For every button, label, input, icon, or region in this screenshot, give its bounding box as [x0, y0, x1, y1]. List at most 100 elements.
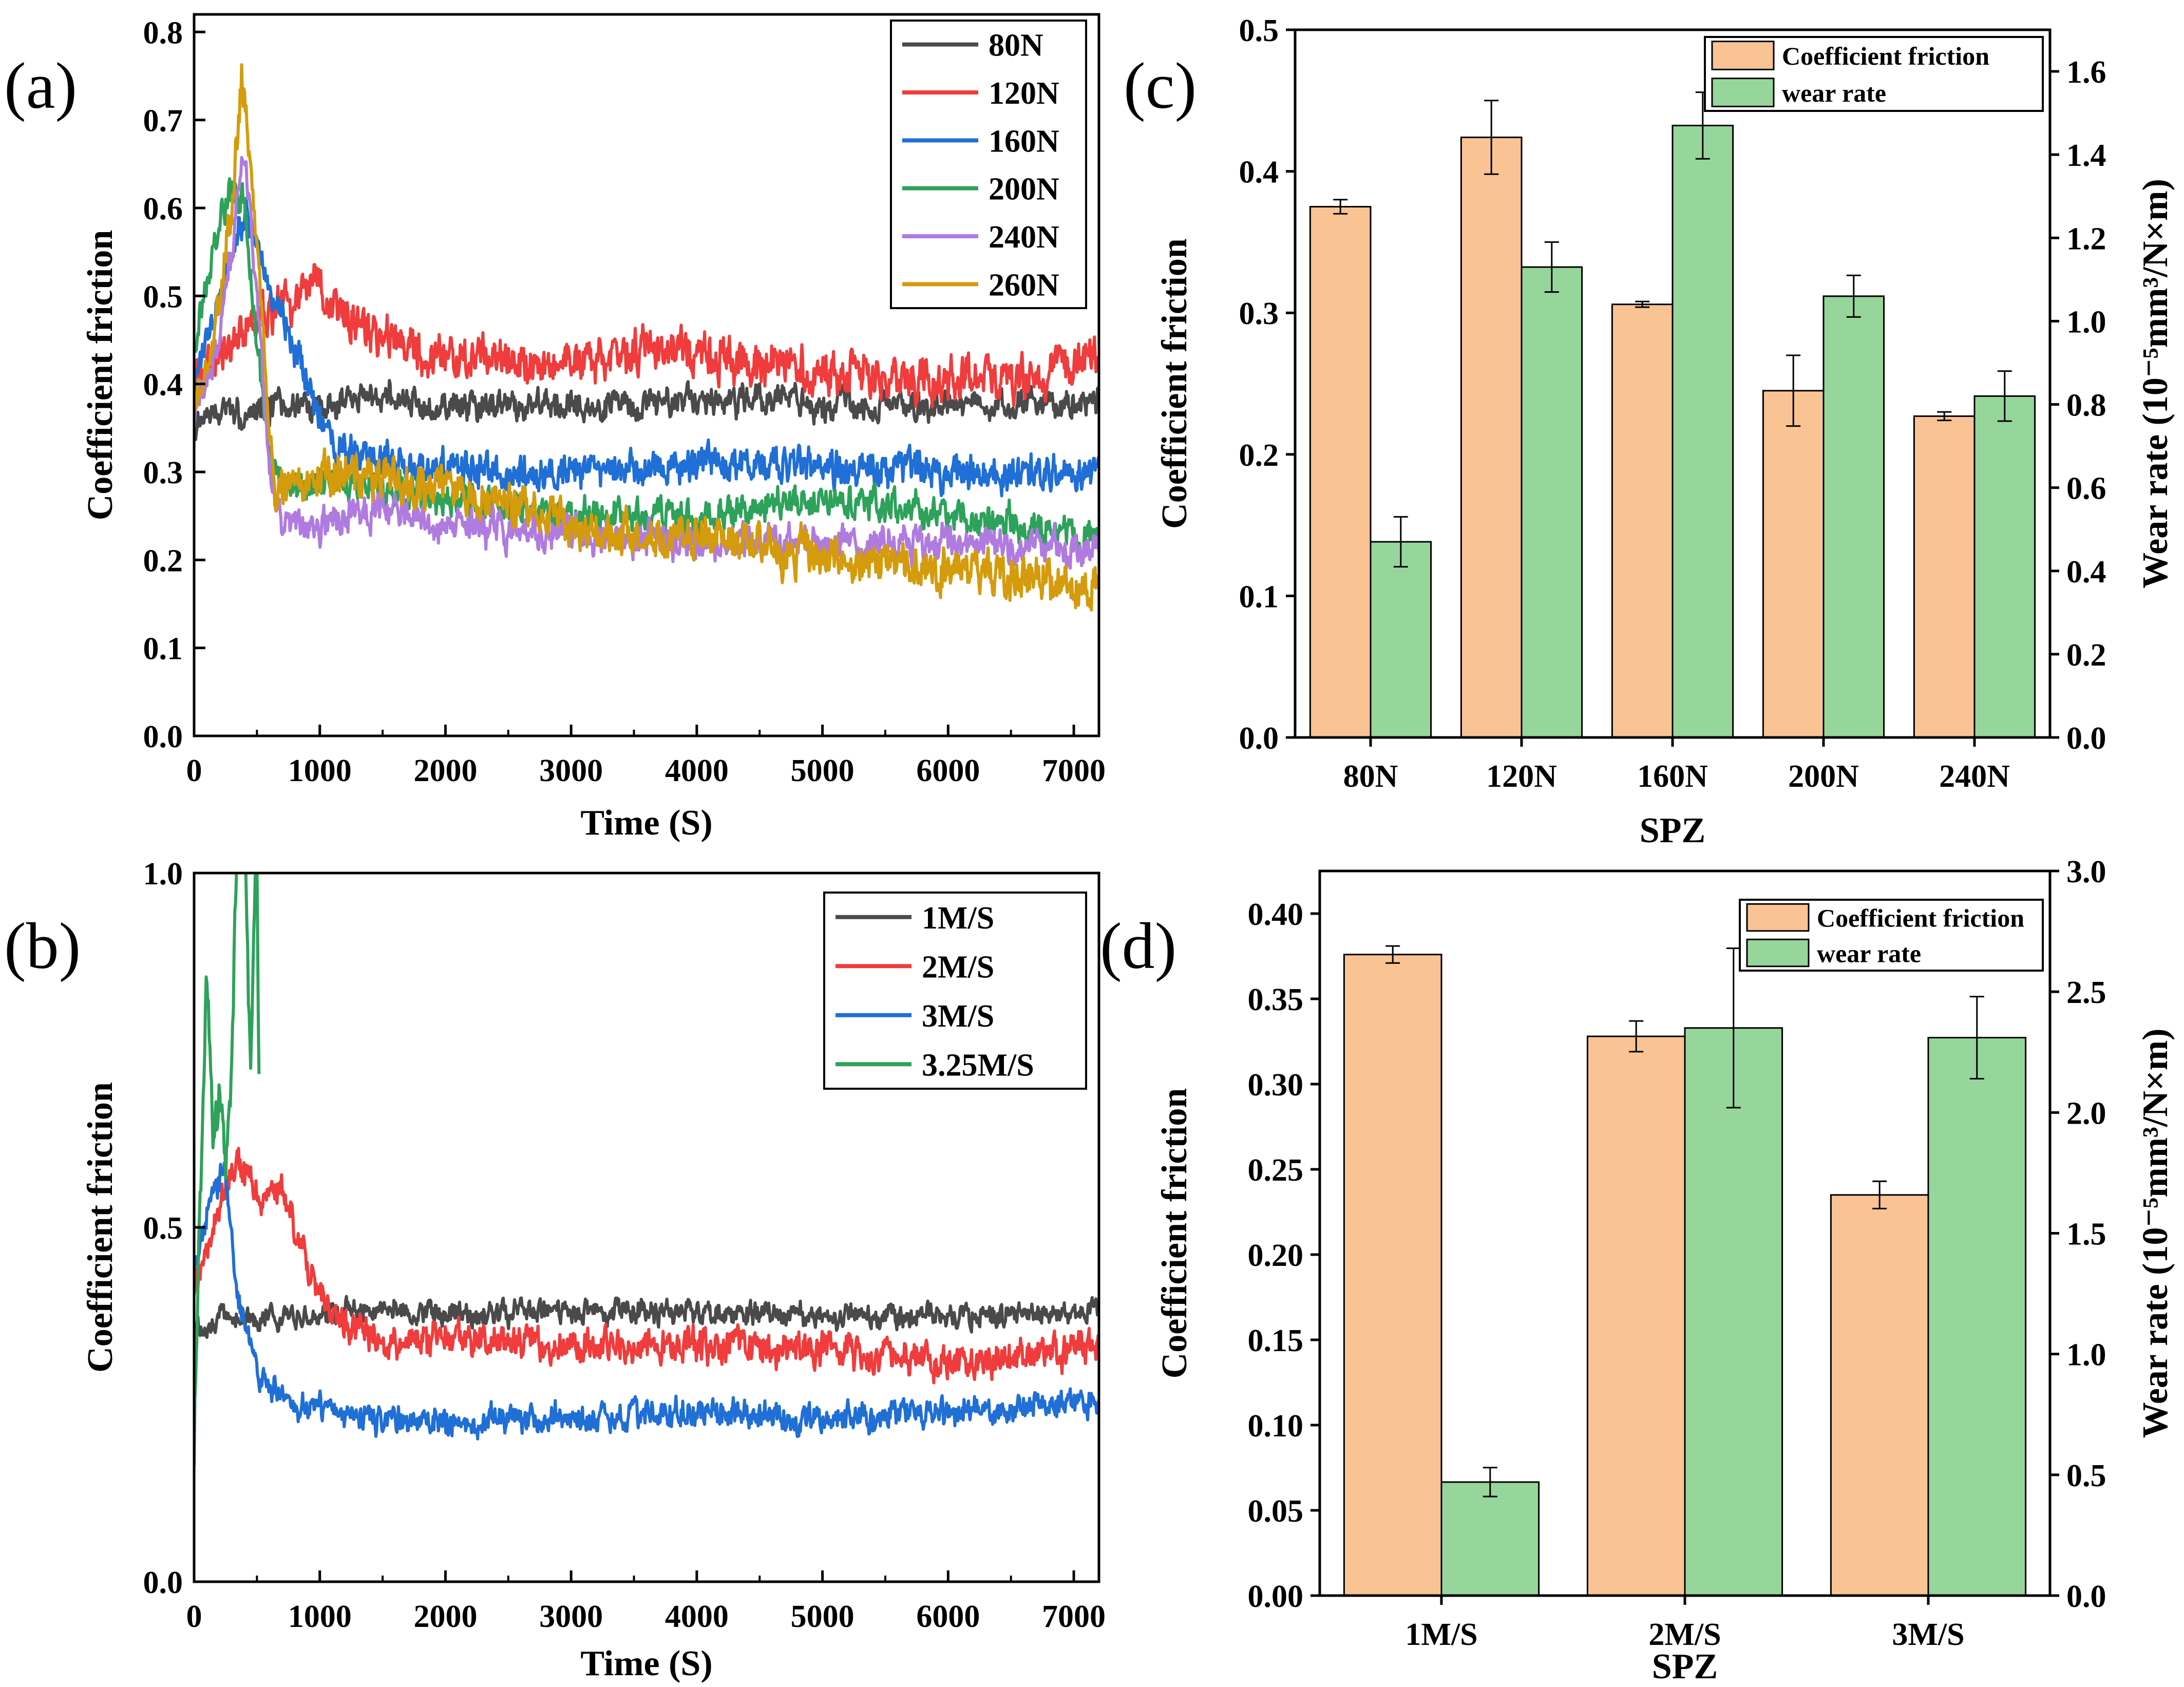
series-line-2m-s — [194, 1147, 1099, 1385]
y-tick-label: 0.6 — [143, 192, 183, 226]
legend-label: 3M/S — [922, 999, 994, 1034]
x-tick-label: 120N — [1486, 759, 1557, 794]
y2-tick-label: 3.0 — [2066, 855, 2106, 889]
series-group — [194, 873, 1099, 1466]
plot-frame — [193, 13, 1100, 737]
y-tick-label: 0.2 — [143, 543, 183, 578]
y-tick-label: 0.5 — [143, 279, 183, 314]
y-axis-title: Coefficient friction — [81, 1082, 120, 1373]
y-tick-label: 0.4 — [143, 368, 183, 403]
y-tick-label: 0.30 — [1248, 1068, 1304, 1103]
y2-tick-label: 0.0 — [2066, 1579, 2106, 1614]
legend-label: 1M/S — [922, 901, 994, 936]
y2-tick-label: 1.2 — [2066, 221, 2106, 256]
bar-wear-rate-240n — [1973, 395, 2036, 738]
bar-friction-1m-s — [1343, 954, 1442, 1597]
y-tick-label: 0.2 — [1239, 438, 1279, 473]
y-tick-label: 0.0 — [143, 719, 183, 754]
series-group — [194, 63, 1099, 612]
y2-tick-label: 1.6 — [2066, 55, 2106, 90]
panel-letter-a: (a) — [4, 49, 77, 122]
chart-panel-d: 1M/S 2M/S 3M/S 0.00 0.05 0.10 0.15 0.20 0.25 0.30… — [1155, 855, 2175, 1686]
y-tick-label: 0.20 — [1248, 1238, 1304, 1273]
legend-label: 160N — [989, 124, 1059, 159]
x-axis-title: SPZ — [1640, 811, 1705, 850]
x-tick-label: 1000 — [288, 753, 352, 788]
bar-wear-rate-200n — [1822, 295, 1885, 738]
legend-label: 240N — [989, 220, 1059, 255]
legend: Coefficient friction wear rate — [1739, 899, 2044, 972]
y-tick-label: 1.0 — [143, 857, 183, 892]
y2-tick-label: 1.0 — [2066, 305, 2106, 339]
x-axis-title: SPZ — [1652, 1647, 1718, 1686]
legend-swatch — [1746, 903, 1810, 932]
y-tick-label: 0.15 — [1248, 1323, 1304, 1358]
legend-label: 2M/S — [922, 950, 994, 984]
y-axis-title: Coefficient friction — [81, 230, 120, 521]
x-tick-label: 160N — [1637, 759, 1708, 794]
panel-letter-c: (c) — [1124, 49, 1197, 122]
x-tick-label: 3000 — [539, 753, 603, 788]
panel-letter-b: (b) — [4, 909, 81, 982]
chart-panel-b: 0 1000 2000 3000 4000 5000 6000 7000 0.0 0.5 1.0 Ti… — [81, 857, 1106, 1683]
legend: 1M/S 2M/S 3M/S 3.25M/S — [823, 892, 1087, 1090]
legend-box — [823, 892, 1087, 1090]
legend-label: 260N — [989, 268, 1059, 302]
y-tick-label: 0.35 — [1248, 982, 1304, 1017]
series-line-120n — [194, 263, 1099, 408]
bar-wear-rate-80n — [1370, 541, 1432, 738]
y-tick-label: 0.00 — [1248, 1579, 1304, 1614]
bar-friction-160n — [1611, 304, 1674, 738]
legend-label: 3.25M/S — [922, 1048, 1034, 1083]
chart-panel-c: 80N 120N 160N 200N 240N 0.0 0.1 0.2 0.3 0.4 0.5 0.0… — [1155, 13, 2175, 850]
legend: 80N 120N 160N 200N 240N 260N — [890, 20, 1087, 309]
x-tick-label: 240N — [1939, 759, 2010, 794]
x-tick-label: 1M/S — [1405, 1617, 1477, 1652]
bar-friction-200n — [1762, 390, 1825, 738]
x-tick-label: 4000 — [665, 753, 729, 788]
bar-wear-rate-120n — [1521, 266, 1583, 738]
y-tick-label: 0.40 — [1248, 897, 1304, 932]
y2-tick-label: 0.4 — [2066, 555, 2106, 590]
y2-tick-label: 0.2 — [2066, 638, 2106, 673]
x-tick-label: 0 — [186, 753, 202, 788]
series-line-260n — [194, 63, 1099, 612]
bar-friction-2m-s — [1586, 1035, 1686, 1597]
legend-swatch — [1711, 78, 1775, 107]
series-line-240n — [194, 156, 1099, 570]
bar-friction-3m-s — [1830, 1194, 1929, 1597]
y2-tick-label: 2.5 — [2066, 975, 2106, 1010]
x-tick-label: 4000 — [665, 1599, 729, 1634]
y-tick-label: 0.3 — [1239, 296, 1279, 331]
y2-axis-title: Wear rate (10⁻⁵mm³/N×m) — [2136, 179, 2175, 589]
y-tick-label: 0.8 — [143, 15, 183, 50]
bar-wear-rate-1m-s — [1440, 1481, 1540, 1597]
y2-tick-label: 1.0 — [2066, 1338, 2106, 1373]
y-tick-label: 0.5 — [143, 1211, 183, 1246]
y-tick-label: 0.1 — [1239, 579, 1279, 614]
legend-label: 80N — [989, 28, 1043, 63]
legend: Coefficient friction wear rate — [1704, 36, 2044, 112]
panel-letter-d: (d) — [1100, 909, 1176, 982]
y-axis-title: Coefficient friction — [1155, 238, 1194, 529]
bar-wear-rate-2m-s — [1684, 1027, 1783, 1597]
legend-label: wear rate — [1782, 79, 1886, 107]
y-axis-title: Coefficient friction — [1155, 1088, 1194, 1379]
series-line-3m-s — [194, 1160, 1099, 1440]
bar-friction-80n — [1309, 206, 1372, 738]
y-tick-label: 0.7 — [143, 104, 183, 139]
x-axis-title: Time (S) — [580, 1644, 712, 1683]
x-tick-label: 6000 — [916, 753, 980, 788]
bar-wear-rate-3m-s — [1927, 1037, 2027, 1597]
legend-label: 200N — [989, 172, 1059, 207]
x-tick-label: 5000 — [791, 1599, 854, 1634]
bar-wear-rate-160n — [1672, 124, 1734, 738]
x-axis-title: Time (S) — [580, 803, 712, 843]
x-tick-label: 80N — [1343, 759, 1398, 794]
x-tick-label: 6000 — [916, 1599, 980, 1634]
series-line-3-25m-s — [194, 873, 261, 1466]
legend-label: Coefficient friction — [1817, 904, 2024, 933]
y2-tick-label: 0.6 — [2066, 471, 2106, 506]
x-tick-label: 2M/S — [1648, 1617, 1721, 1652]
